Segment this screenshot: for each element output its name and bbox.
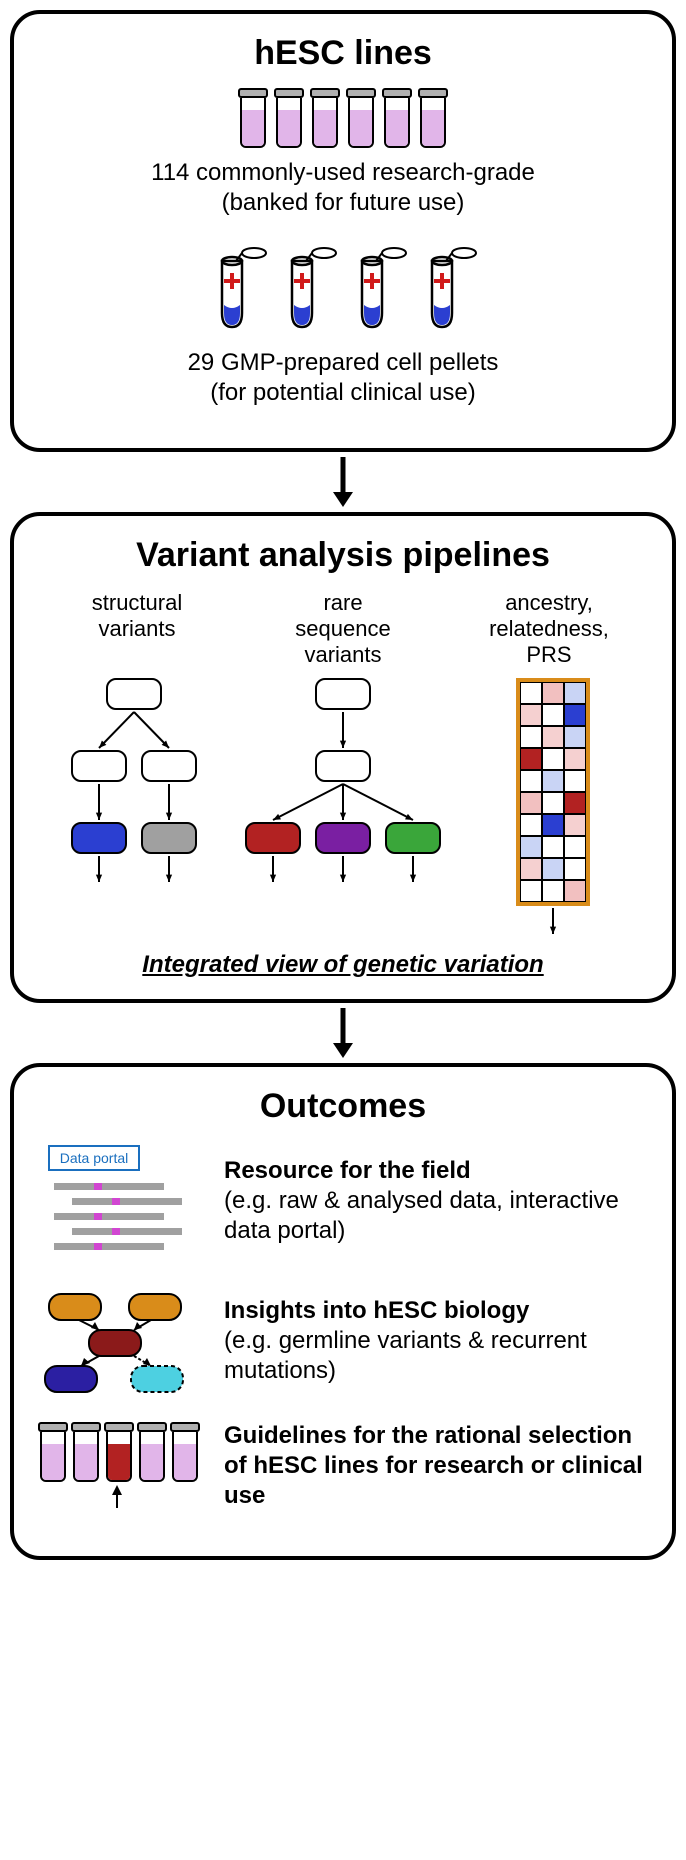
vial: [382, 88, 412, 148]
research-caption-line2: (banked for future use): [222, 189, 465, 216]
tree-node: [106, 678, 162, 710]
heatmap-cell: [564, 792, 586, 814]
tube: [348, 243, 408, 338]
heatmap-cell: [564, 704, 586, 726]
heatmap-cell: [542, 814, 564, 836]
structural-tree: [34, 678, 233, 884]
heatmap-cell: [542, 770, 564, 792]
heatmap-cell: [542, 836, 564, 858]
vial: [346, 88, 376, 148]
heatmap-cell: [520, 704, 542, 726]
heatmap-cell: [542, 704, 564, 726]
panel-hesc-lines: hESC lines 114 commonly-used research-gr…: [10, 10, 676, 452]
gmp-tube-row: [34, 243, 652, 338]
gmp-caption-line1: 29 GMP-prepared cell pellets: [188, 349, 499, 376]
vial: [137, 1422, 167, 1482]
heatmap-cell: [520, 726, 542, 748]
heatmap-cell: [542, 792, 564, 814]
heatmap-cell: [542, 858, 564, 880]
data-portal-label: Data portal: [60, 1150, 128, 1166]
vial: [104, 1422, 134, 1482]
heatmap-cell: [520, 814, 542, 836]
arrow-2-3: [10, 1008, 676, 1058]
vial: [274, 88, 304, 148]
heatmap-cell: [520, 770, 542, 792]
tube: [278, 243, 338, 338]
tree-leaf: [71, 822, 127, 854]
heatmap-cell: [520, 748, 542, 770]
heatmap-cell: [564, 748, 586, 770]
rare-tree: [243, 678, 443, 884]
vial: [310, 88, 340, 148]
research-caption: 114 commonly-used research-grade (banked…: [34, 158, 652, 218]
heatmap-cell: [542, 682, 564, 704]
research-vial-row: [34, 88, 652, 148]
heatmap-cell: [520, 858, 542, 880]
heatmap-cell: [542, 880, 564, 902]
vial: [170, 1422, 200, 1482]
heatmap-cell: [520, 836, 542, 858]
integrated-text: Integrated view of genetic variation: [34, 951, 652, 979]
panel-variant-pipelines: Variant analysis pipelines structuralvar…: [10, 512, 676, 1003]
heatmap-cell: [564, 880, 586, 902]
heatmap-cell: [542, 726, 564, 748]
resource-detail: (e.g. raw & analysed data, interactive d…: [224, 1187, 619, 1244]
insights-text: Insights into hESC biology (e.g. germlin…: [224, 1296, 652, 1386]
heatmap-cell: [520, 682, 542, 704]
label-rare: raresequencevariants: [240, 590, 446, 668]
tree-leaf: [315, 822, 371, 854]
heatmap-cell: [542, 748, 564, 770]
gmp-caption: 29 GMP-prepared cell pellets (for potent…: [34, 348, 652, 408]
heatmap-cell: [564, 770, 586, 792]
label-ancestry: ancestry,relatedness,PRS: [446, 590, 652, 668]
insights-bold: Insights into hESC biology: [224, 1297, 529, 1324]
panel-outcomes: Outcomes Data portal Resource for the fi…: [10, 1063, 676, 1560]
tree-node: [315, 678, 371, 710]
outcome-resource: Data portal Resource for the field (e.g.…: [34, 1141, 652, 1261]
heatmap-cell: [564, 836, 586, 858]
panel1-title: hESC lines: [34, 34, 652, 73]
heatmap-cell: [564, 814, 586, 836]
resource-text: Resource for the field (e.g. raw & analy…: [224, 1156, 652, 1246]
pipelines-row: [34, 678, 652, 936]
heatmap-cell: [564, 726, 586, 748]
research-caption-line1: 114 commonly-used research-grade: [151, 159, 535, 186]
heatmap-cell: [564, 682, 586, 704]
label-structural: structuralvariants: [34, 590, 240, 668]
guidelines-bold: Guidelines for the rational selection of…: [224, 1422, 643, 1509]
tube: [208, 243, 268, 338]
heatmap-col: [453, 678, 652, 936]
tree-node: [71, 750, 127, 782]
heatmap-cell: [520, 880, 542, 902]
vial: [238, 88, 268, 148]
outcome-insights: Insights into hESC biology (e.g. germlin…: [34, 1286, 652, 1396]
panel3-title: Outcomes: [34, 1087, 652, 1126]
tree-node: [141, 750, 197, 782]
insights-detail: (e.g. germline variants & recurrent muta…: [224, 1327, 587, 1384]
gmp-section: 29 GMP-prepared cell pellets (for potent…: [34, 243, 652, 408]
vial: [38, 1422, 68, 1482]
resource-icon: Data portal: [34, 1141, 204, 1261]
tree-leaf: [141, 822, 197, 854]
guidelines-text: Guidelines for the rational selection of…: [224, 1421, 652, 1511]
heatmap-grid: [516, 678, 590, 906]
vial: [71, 1422, 101, 1482]
guidelines-icon: [34, 1422, 204, 1510]
pipeline-labels: structuralvariants raresequencevariants …: [34, 590, 652, 668]
gmp-caption-line2: (for potential clinical use): [210, 379, 475, 406]
vial: [418, 88, 448, 148]
outcome-guidelines: Guidelines for the rational selection of…: [34, 1421, 652, 1511]
research-grade-section: 114 commonly-used research-grade (banked…: [34, 88, 652, 218]
heatmap-cell: [564, 858, 586, 880]
arrow-1-2: [10, 457, 676, 507]
tree-node: [315, 750, 371, 782]
tree-leaf: [385, 822, 441, 854]
resource-bold: Resource for the field: [224, 1157, 471, 1184]
tree-leaf: [245, 822, 301, 854]
heatmap-cell: [520, 792, 542, 814]
tube: [418, 243, 478, 338]
panel2-title: Variant analysis pipelines: [34, 536, 652, 575]
insights-icon: [34, 1286, 204, 1396]
